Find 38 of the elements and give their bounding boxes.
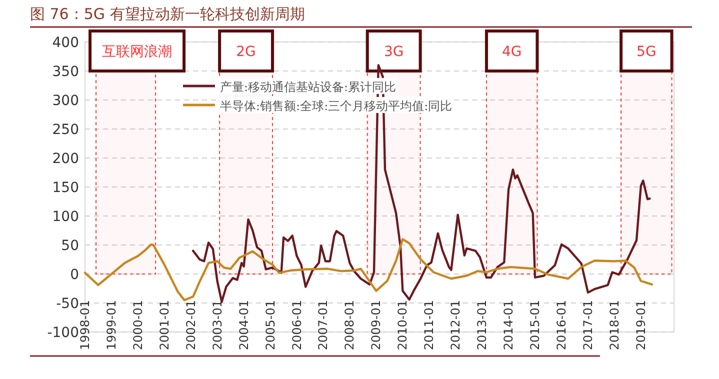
x-tick-label: 2012-01	[448, 300, 463, 350]
y-tick-label: 150	[52, 180, 79, 196]
chart-title: 图 76：5G 有望拉动新一轮科技创新周期	[30, 5, 305, 23]
band-label: 5G	[636, 44, 656, 60]
x-tick-label: 2019-01	[634, 300, 648, 350]
x-tick-label: 1998-01	[78, 300, 92, 350]
y-tick-label: 50	[61, 238, 79, 254]
x-tick-label: 2014-01	[502, 300, 516, 350]
x-tick-label: 1999-01	[104, 300, 118, 350]
x-tick-label: 2000-01	[130, 300, 145, 350]
x-tick-label: 2007-01	[316, 300, 330, 350]
y-tick-label: 300	[52, 93, 79, 109]
y-tick-label: -50	[56, 296, 79, 312]
y-tick-label: 100	[52, 209, 79, 225]
x-tick-label: 2006-01	[290, 300, 304, 350]
x-tick-label: 2002-01	[184, 300, 198, 350]
x-tick-label: 2013-01	[475, 300, 490, 350]
x-tick-label: 2003-01	[210, 300, 224, 350]
y-tick-label: 400	[52, 35, 79, 51]
x-tick-label: 2001-01	[157, 300, 172, 350]
x-tick-label: 2011-01	[422, 300, 436, 350]
band-label: 互联网浪潮	[102, 44, 172, 60]
y-tick-label: -100	[47, 325, 79, 341]
legend-label: 半导体:销售额:全球:三个月移动平均值:同比	[220, 99, 452, 113]
x-tick-label: 2018-01	[607, 300, 622, 350]
band-label: 4G	[502, 44, 522, 60]
x-tick-label: 2016-01	[554, 300, 568, 350]
x-tick-label: 2008-01	[342, 300, 357, 350]
y-tick-label: 250	[52, 122, 79, 138]
x-tick-label: 2017-01	[580, 300, 595, 350]
x-tick-label: 2009-01	[369, 300, 384, 350]
y-tick-label: 200	[52, 151, 79, 167]
x-tick-label: 2010-01	[396, 300, 410, 350]
y-tick-label: 0	[70, 267, 79, 283]
x-tick-label: 2005-01	[263, 300, 278, 350]
y-tick-label: 350	[52, 64, 79, 80]
x-tick-label: 2015-01	[528, 300, 542, 350]
x-tick-label: 2004-01	[236, 300, 251, 350]
